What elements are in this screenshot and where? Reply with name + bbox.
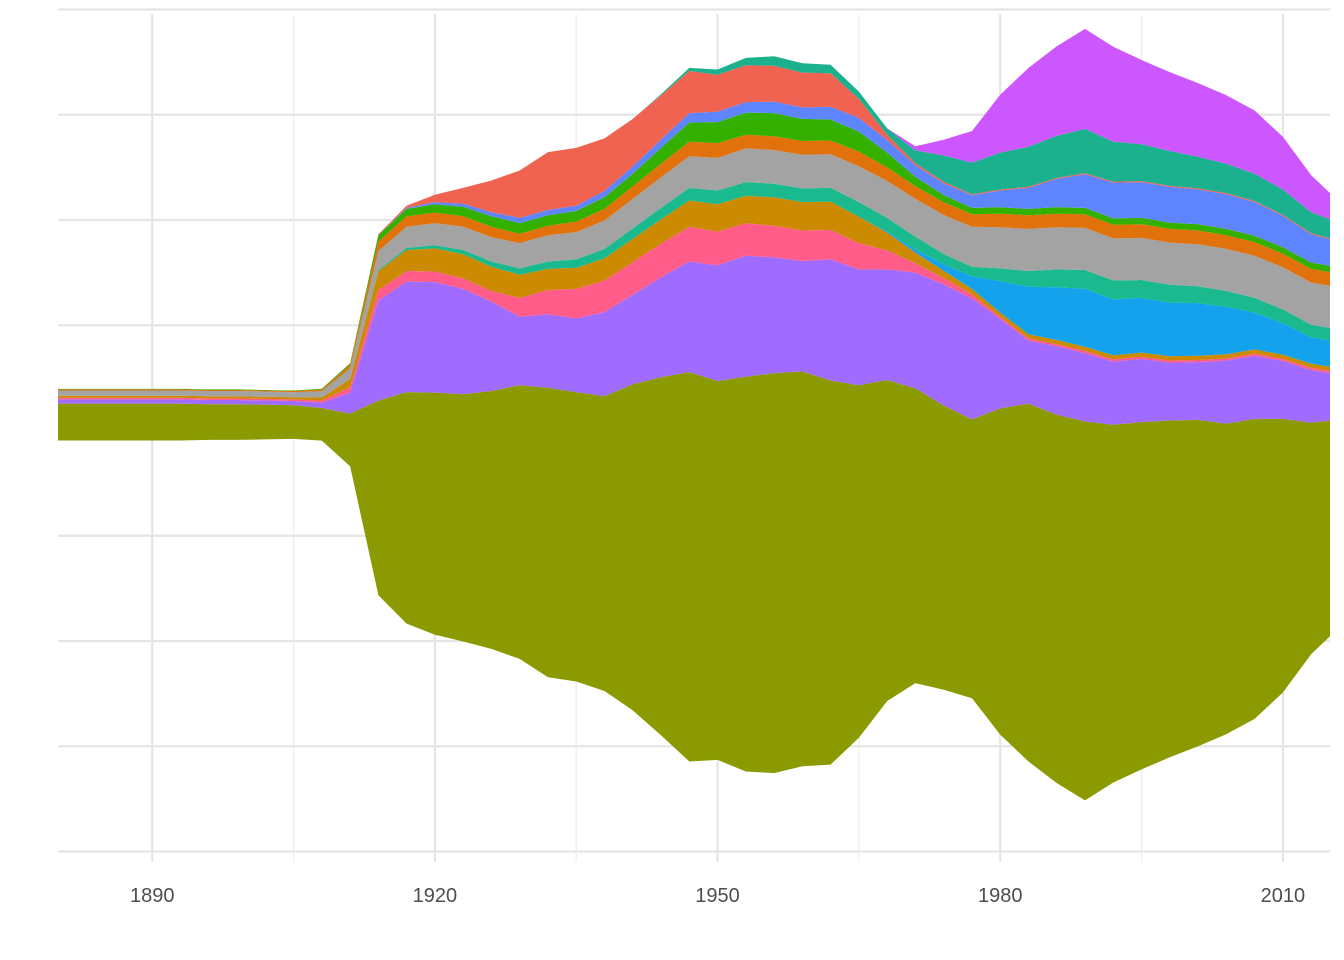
stream-layer-2 (58, 255, 1330, 425)
x-tick-label: 1920 (413, 885, 458, 907)
x-tick-label: 1980 (978, 885, 1023, 907)
x-tick-label: 1890 (130, 885, 175, 907)
stream-layer-1 (58, 371, 1330, 801)
stream-layers (58, 28, 1330, 801)
stream-layer-3 (58, 223, 1330, 403)
x-tick-label: 1950 (695, 885, 740, 907)
stream-layer-5 (58, 195, 1330, 398)
x-axis: 1890 1920 1950 1980 2010 (130, 885, 1305, 907)
stream-layer-13 (58, 28, 1330, 391)
x-tick-label: 2010 (1261, 885, 1306, 907)
